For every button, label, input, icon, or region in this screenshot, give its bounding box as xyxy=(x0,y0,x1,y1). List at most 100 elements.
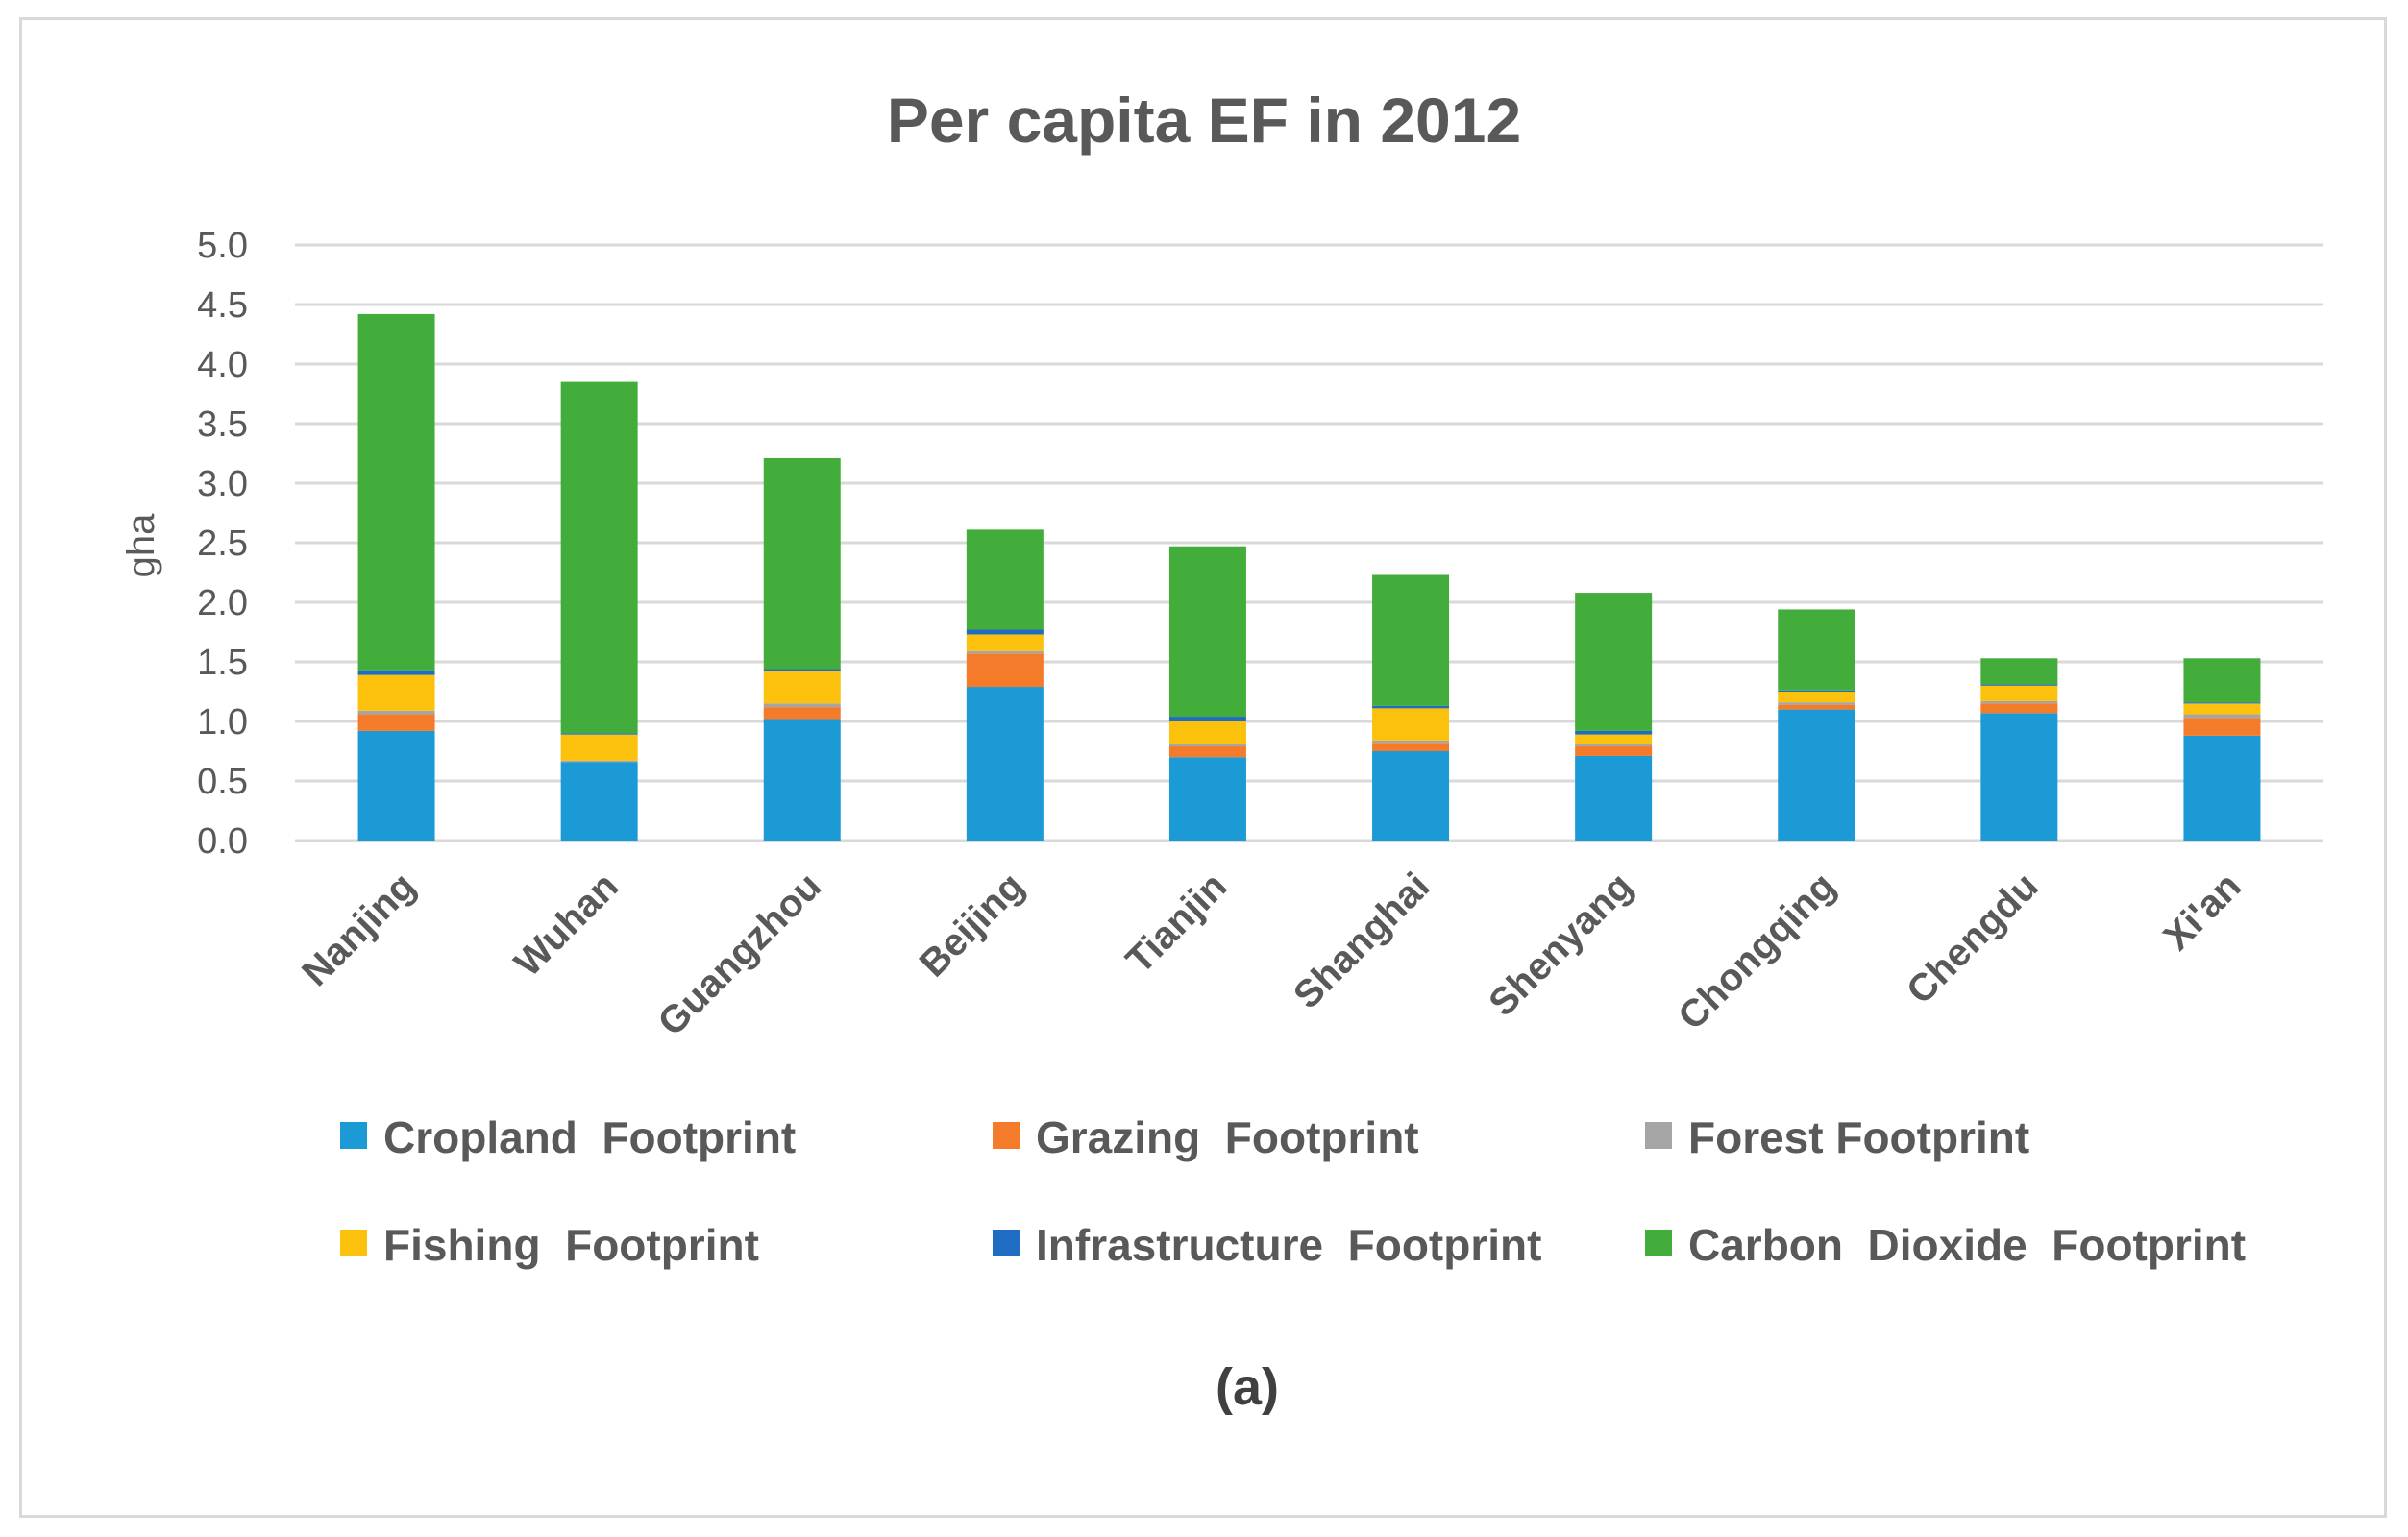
bar-segment xyxy=(966,629,1044,635)
bar-segment xyxy=(1575,593,1653,731)
legend-label: Cropland Footprint xyxy=(383,1112,796,1162)
bar-stack-guangzhou xyxy=(763,457,841,841)
bar-segment xyxy=(763,457,841,670)
bar-segment xyxy=(2183,735,2261,841)
x-tick-label: Nanjing xyxy=(294,865,424,994)
y-tick-label: 2.5 xyxy=(197,524,248,564)
y-tick-label: 4.0 xyxy=(197,345,248,385)
bar-segment xyxy=(1575,734,1653,744)
x-tick-label: Tianjin xyxy=(1118,865,1236,982)
legend-label: Infrastructure Footprint xyxy=(1036,1220,1541,1270)
bar-segment xyxy=(1372,740,1450,744)
bar-segment xyxy=(1778,690,1855,692)
legend-swatch xyxy=(340,1230,367,1256)
bar-segment xyxy=(357,710,435,715)
y-tick-label: 3.0 xyxy=(197,464,248,504)
legend-item: Forest Footprint xyxy=(1645,1112,2029,1162)
bar-segment xyxy=(1168,746,1246,758)
legend: Cropland Footprint Grazing Footprint Fores… xyxy=(340,1112,2246,1270)
bar-segment xyxy=(1778,709,1855,841)
bar-segment xyxy=(1980,685,2058,701)
bar-segment xyxy=(1168,744,1246,747)
bar-segment xyxy=(966,687,1044,841)
y-tick-label: 0.5 xyxy=(197,762,248,802)
y-tick-label: 0.0 xyxy=(197,821,248,862)
bar-segment xyxy=(1168,757,1246,841)
bar-segment xyxy=(2183,714,2261,719)
bar-stack-tianjin xyxy=(1168,546,1246,841)
bar-stack-chengdu xyxy=(1980,658,2058,841)
bar-segment xyxy=(2183,718,2261,736)
bar-segment xyxy=(1372,574,1450,706)
legend-label: Forest Footprint xyxy=(1688,1112,2029,1162)
bar-segment xyxy=(763,703,841,708)
bar-segment xyxy=(1372,751,1450,841)
bar-segment xyxy=(560,760,638,763)
legend-swatch xyxy=(1645,1122,1672,1149)
bar-segment xyxy=(1168,721,1246,744)
y-axis-ticks: 0.0 0.5 1.0 1.5 2.0 2.5 3.0 3.5 4.0 4.5 5.0 xyxy=(197,226,248,862)
bar-segment xyxy=(1778,702,1855,705)
legend-item: Carbon Dioxide Footprint xyxy=(1645,1220,2246,1270)
x-tick-label: Xi'an xyxy=(2155,865,2249,959)
bar-segment xyxy=(1372,708,1450,741)
bar-segment xyxy=(966,634,1044,651)
legend-label: Fishing Footprint xyxy=(383,1220,759,1270)
bar-stack-shenyang xyxy=(1575,593,1653,841)
bar-segment xyxy=(2183,703,2261,715)
y-axis-label: gha xyxy=(120,513,162,577)
legend-item: Grazing Footprint xyxy=(993,1112,1419,1162)
x-tick-label: Beijing xyxy=(912,865,1032,985)
bar-stack-xian xyxy=(2183,658,2261,841)
legend-swatch xyxy=(993,1122,1020,1149)
bar-segment xyxy=(763,719,841,841)
bar-segment xyxy=(763,669,841,671)
bar-segment xyxy=(1575,744,1653,747)
bar-segment xyxy=(1778,692,1855,703)
y-tick-label: 4.5 xyxy=(197,285,248,326)
bar-segment xyxy=(966,653,1044,688)
y-tick-label: 2.0 xyxy=(197,583,248,623)
chart-title: Per capita EF in 2012 xyxy=(887,85,1521,156)
x-tick-label: Shenyang xyxy=(1481,865,1640,1024)
bar-segment xyxy=(357,714,435,731)
bar-segment xyxy=(763,707,841,720)
bar-stack-shanghai xyxy=(1372,574,1450,841)
bar-segment xyxy=(1980,713,2058,841)
x-tick-label: Shanghai xyxy=(1286,865,1437,1016)
x-tick-label: Chongqing xyxy=(1670,865,1843,1037)
bar-segment xyxy=(1575,730,1653,735)
legend-item: Fishing Footprint xyxy=(340,1220,759,1270)
bar-segment xyxy=(1980,703,2058,714)
bar-stack-beijing xyxy=(966,529,1044,841)
x-tick-label: Chengdu xyxy=(1899,865,2047,1012)
y-tick-label: 5.0 xyxy=(197,226,248,266)
legend-label: Carbon Dioxide Footprint xyxy=(1688,1220,2246,1270)
bar-segment xyxy=(966,650,1044,654)
legend-swatch xyxy=(993,1230,1020,1256)
legend-item: Infrastructure Footprint xyxy=(993,1220,1541,1270)
bar-segment xyxy=(2183,702,2261,704)
bar-segment xyxy=(357,670,435,675)
bar-segment xyxy=(1980,700,2058,704)
bar-segment xyxy=(1778,704,1855,710)
bar-segment xyxy=(1372,705,1450,709)
bar-stack-nanjing xyxy=(357,313,435,841)
bar-segment xyxy=(1778,609,1855,691)
bar-segment xyxy=(560,734,638,761)
bar-segment xyxy=(560,381,638,734)
y-tick-label: 3.5 xyxy=(197,404,248,445)
bar-segment xyxy=(1980,684,2058,686)
bars xyxy=(357,313,2261,841)
bar-segment xyxy=(966,529,1044,630)
bar-stack-wuhan xyxy=(560,381,638,841)
bar-stack-chongqing xyxy=(1778,609,1855,841)
y-tick-label: 1.0 xyxy=(197,702,248,743)
x-tick-label: Guangzhou xyxy=(650,865,829,1044)
bar-segment xyxy=(2183,658,2261,703)
bar-segment xyxy=(357,313,435,671)
y-tick-label: 1.5 xyxy=(197,643,248,683)
legend-label: Grazing Footprint xyxy=(1036,1112,1419,1162)
x-tick-label: Wuhan xyxy=(506,865,627,985)
